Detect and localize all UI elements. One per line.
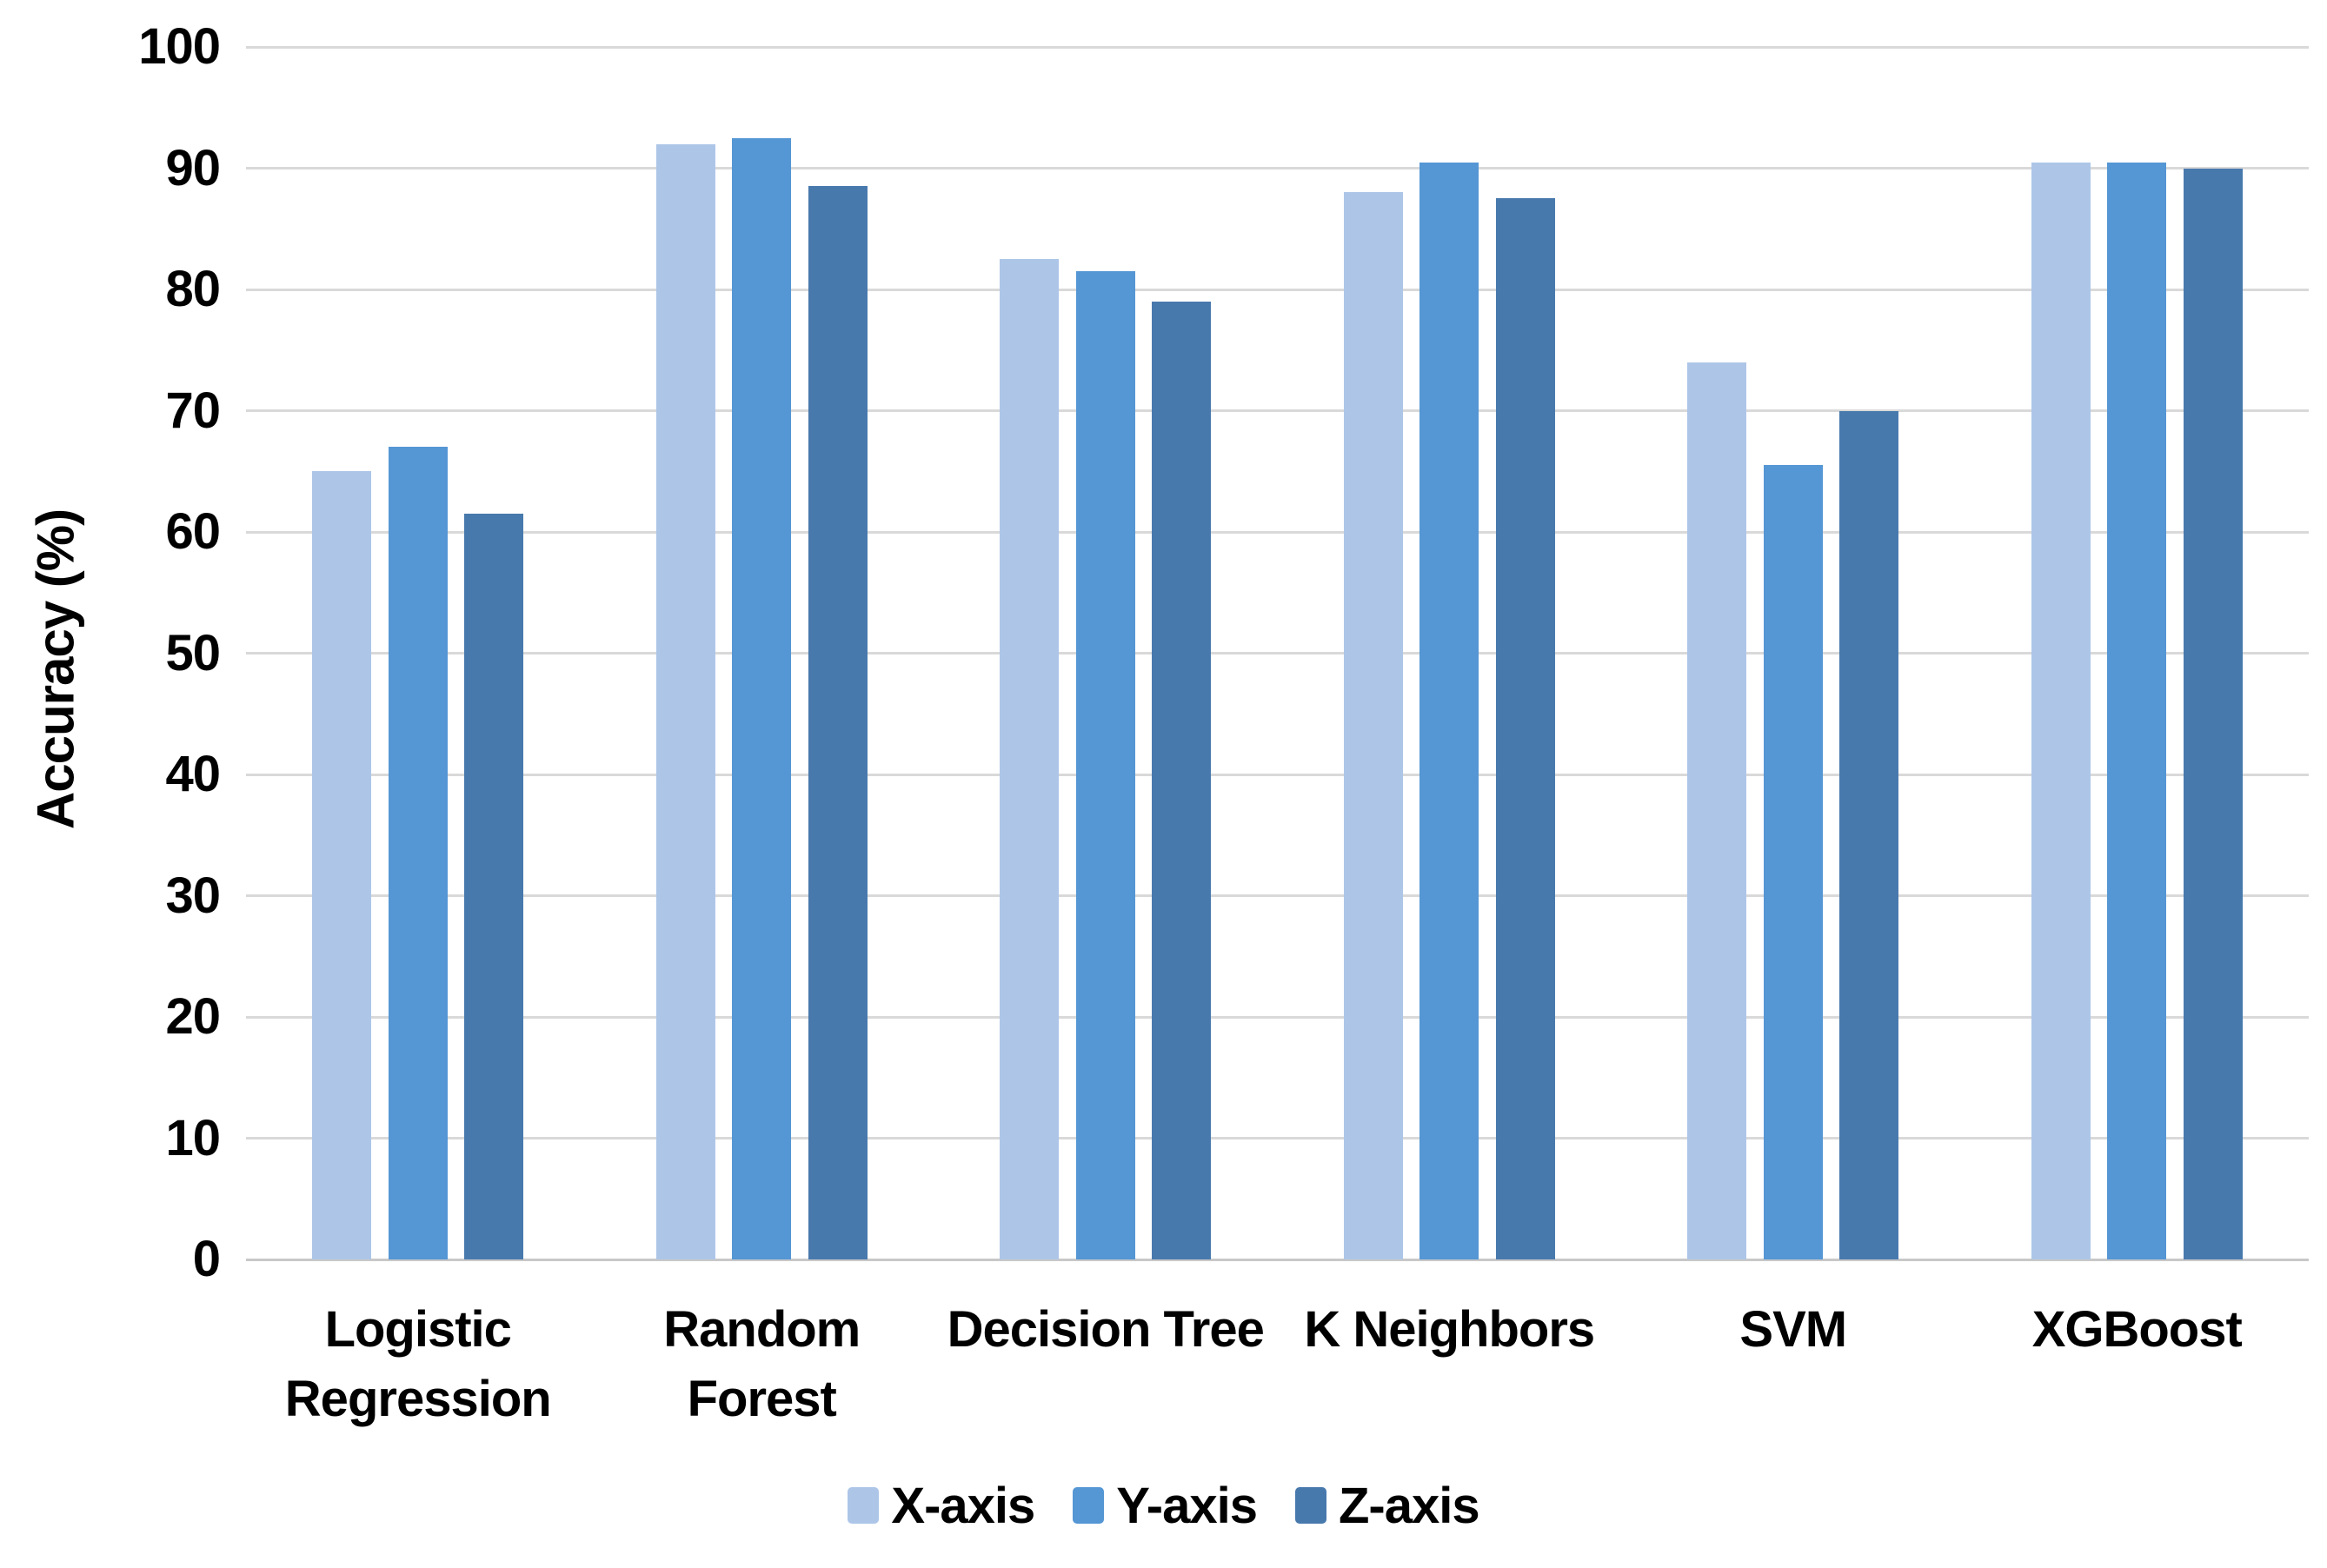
bar	[1763, 465, 1823, 1259]
y-tick-label: 20	[165, 988, 221, 1045]
bar	[732, 137, 792, 1259]
gridline	[246, 409, 2309, 412]
y-tick-label: 60	[165, 503, 221, 560]
bar	[2107, 162, 2167, 1259]
legend-swatch-icon	[1073, 1487, 1105, 1524]
bar	[1419, 162, 1479, 1259]
gridline	[246, 894, 2309, 897]
y-tick-label: 10	[165, 1109, 221, 1166]
bar	[312, 471, 372, 1259]
bar	[808, 186, 868, 1259]
legend: X-axis Y-axis Z-axis	[0, 1477, 2327, 1535]
bar	[388, 447, 448, 1259]
gridline	[246, 167, 2309, 169]
x-axis-baseline	[246, 1258, 2309, 1261]
legend-label: Z-axis	[1338, 1477, 1480, 1534]
y-tick-label: 40	[165, 746, 221, 802]
bar	[2183, 168, 2243, 1259]
bar	[2031, 162, 2091, 1259]
y-tick-label: 70	[165, 382, 221, 439]
legend-label: X-axis	[891, 1477, 1035, 1534]
y-tick-label: 100	[138, 18, 221, 75]
bar	[655, 143, 715, 1259]
y-tick-label: 30	[165, 867, 221, 924]
bar	[1152, 301, 1212, 1259]
bar	[1687, 362, 1747, 1259]
legend-swatch-icon	[1294, 1487, 1326, 1524]
legend-item: Z-axis	[1294, 1477, 1480, 1535]
y-tick-label: 50	[165, 624, 221, 681]
bar	[1000, 259, 1060, 1259]
legend-item: Y-axis	[1073, 1477, 1258, 1535]
legend-swatch-icon	[848, 1487, 880, 1524]
y-tick-label: 0	[192, 1231, 221, 1287]
gridline	[246, 652, 2309, 654]
x-axis-category-label: XGBoost	[2031, 1301, 2243, 1358]
gridline	[246, 1015, 2309, 1019]
bar	[1839, 410, 1899, 1259]
legend-label: Y-axis	[1116, 1477, 1258, 1534]
gridline	[246, 773, 2309, 776]
bar	[1495, 198, 1555, 1259]
x-axis-category-label: SVM	[1739, 1301, 1847, 1358]
legend-item: X-axis	[848, 1477, 1035, 1535]
gridline	[246, 288, 2309, 291]
gridline	[246, 1137, 2309, 1139]
x-axis-category-label: Random Forest	[663, 1301, 861, 1427]
bar	[464, 514, 524, 1259]
bar	[1343, 192, 1403, 1259]
y-tick-label: 90	[165, 139, 221, 196]
x-axis-category-label: K Neighbors	[1304, 1301, 1595, 1358]
x-axis-category-label: Logistic Regression	[284, 1301, 552, 1427]
x-axis-category-label: Decision Tree	[947, 1301, 1265, 1358]
gridline	[246, 530, 2309, 534]
bar	[1075, 271, 1135, 1259]
y-tick-label: 80	[165, 261, 221, 317]
gridline	[246, 45, 2309, 49]
